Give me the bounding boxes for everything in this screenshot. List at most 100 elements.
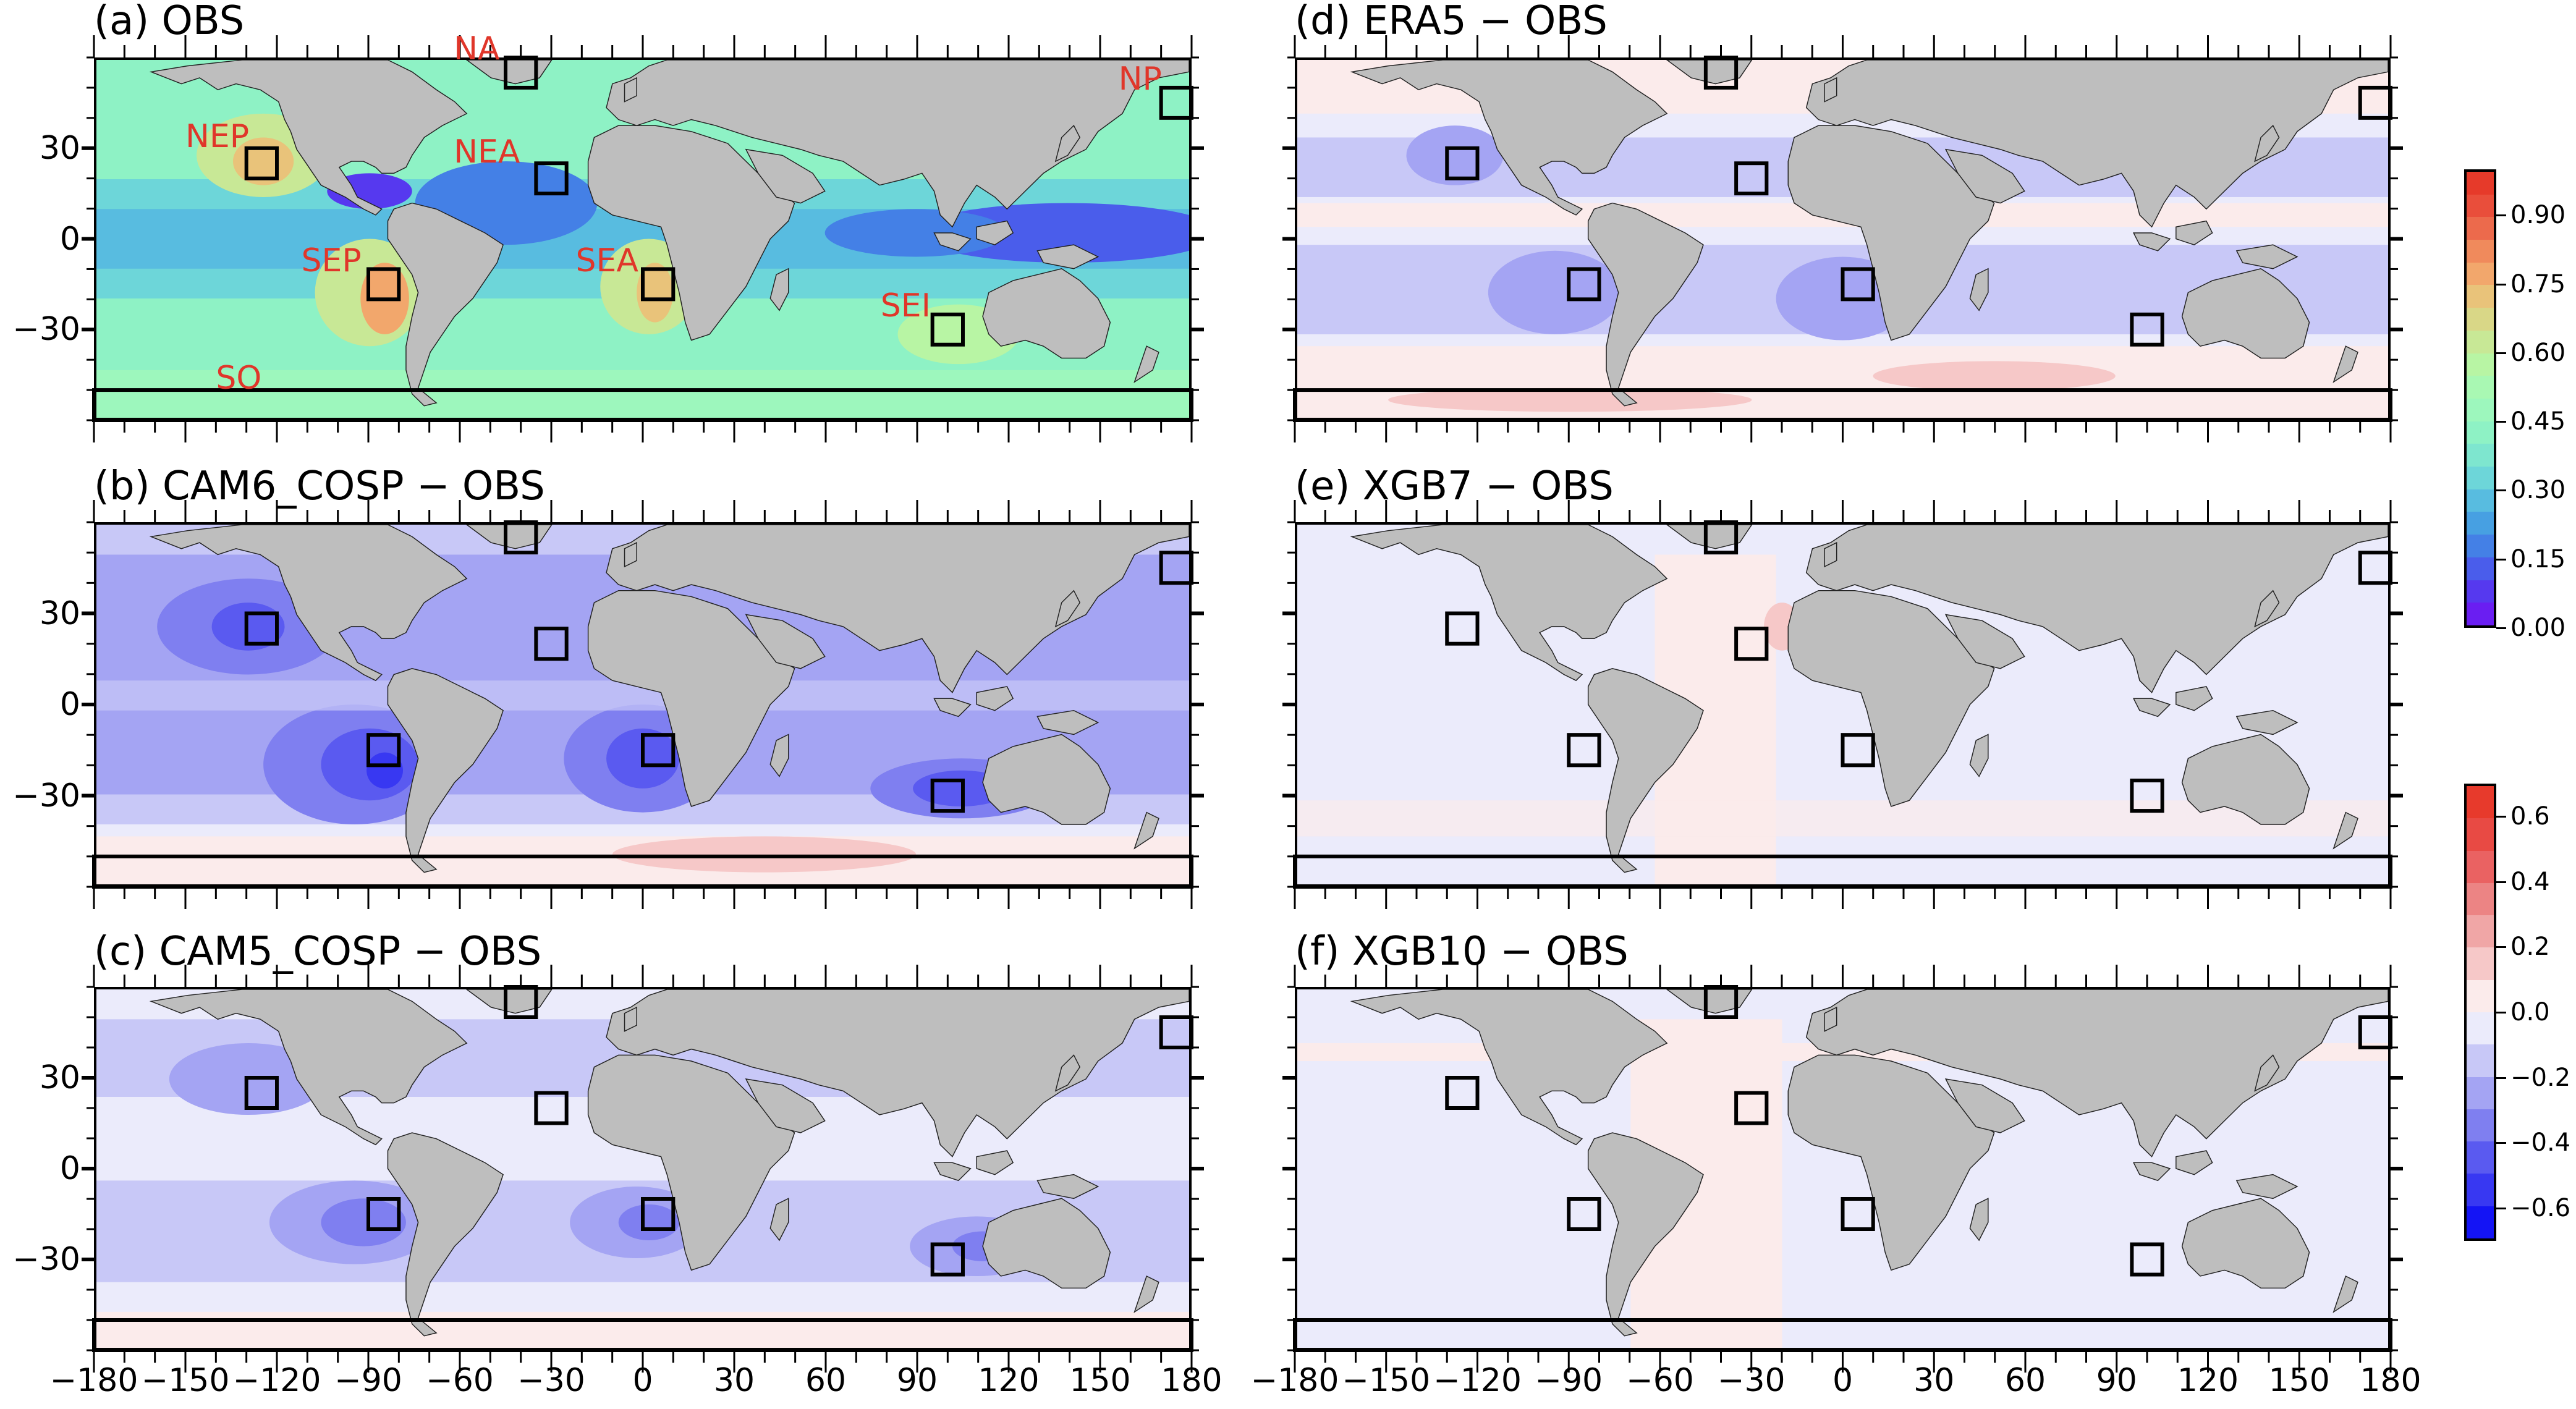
colorbar-tick-label: 0.2 — [2510, 933, 2550, 962]
panel-e-map — [1295, 522, 2391, 887]
colorbar-tick — [2496, 1012, 2506, 1013]
panel-f-title: (f) XGB10 − OBS — [1295, 929, 1629, 975]
colorbar-swatch — [2467, 376, 2494, 399]
x-tick-label: −30 — [517, 1362, 585, 1399]
y-tick-label: 0 — [59, 1150, 80, 1187]
colorbar-tick — [2496, 352, 2506, 354]
colorbar-swatch — [2467, 240, 2494, 263]
x-tick-label: 150 — [1069, 1362, 1131, 1399]
colorbar-swatch — [2467, 262, 2494, 286]
x-tick-label: 60 — [2004, 1362, 2046, 1399]
y-tick-label: 30 — [39, 129, 80, 167]
panel-a-title: (a) OBS — [94, 0, 245, 44]
region-label-so: SO — [216, 360, 262, 397]
colorbar-swatch — [2467, 603, 2494, 625]
x-tick-label: −60 — [426, 1362, 494, 1399]
x-tick-label: 180 — [1161, 1362, 1222, 1399]
cam5-diff-field — [96, 989, 1189, 1348]
x-tick-label: 0 — [632, 1362, 653, 1399]
colorbar-tick — [2496, 214, 2506, 217]
colorbar-swatch — [2467, 489, 2494, 512]
panel-c-title: (c) CAM5_COSP − OBS — [94, 929, 542, 975]
x-tick-label: 90 — [896, 1362, 938, 1399]
y-tick-label: 0 — [59, 686, 80, 723]
xgb10-diff-field — [1297, 989, 2388, 1348]
x-tick-label: −150 — [141, 1362, 230, 1399]
colorbar-swatch — [2467, 786, 2494, 819]
xgb7-diff-field — [1297, 525, 2388, 884]
panel-e-title: (e) XGB7 − OBS — [1295, 463, 1614, 509]
region-label-sea: SEA — [575, 242, 638, 279]
colorbar-swatch — [2467, 194, 2494, 218]
x-tick-label: 30 — [1913, 1362, 1955, 1399]
x-tick-label: 120 — [978, 1362, 1040, 1399]
x-tick-label: −90 — [1535, 1362, 1603, 1399]
colorbar-tick-label: 0.60 — [2510, 338, 2566, 367]
colorbar-swatch — [2467, 535, 2494, 557]
colorbar-tick-label: 0.4 — [2510, 867, 2550, 896]
colorbar-swatch — [2467, 171, 2494, 195]
colorbar-tick — [2496, 1142, 2506, 1145]
colorbar-tick-label: 0.30 — [2510, 476, 2566, 505]
region-label-np: NP — [1118, 61, 1162, 98]
x-tick-label: −120 — [232, 1362, 321, 1399]
x-tick-label: −30 — [1717, 1362, 1786, 1399]
colorbar-tick-label: 0.00 — [2510, 614, 2566, 642]
x-tick-label: 150 — [2268, 1362, 2330, 1399]
colorbar-tick — [2496, 1077, 2506, 1079]
colorbar-swatch — [2467, 882, 2494, 916]
region-label-nea: NEA — [454, 133, 520, 171]
colorbar-swatch — [2467, 308, 2494, 331]
colorbar-tick — [2496, 558, 2506, 561]
colorbar-tick-label: −0.6 — [2510, 1194, 2571, 1223]
colorbar-swatch — [2467, 1109, 2494, 1142]
colorbar-diff — [2464, 784, 2496, 1241]
region-label-na: NA — [454, 30, 500, 68]
colorbar-swatch — [2467, 285, 2494, 308]
colorbar-swatch — [2467, 512, 2494, 535]
colorbar-tick-label: 0.0 — [2510, 998, 2550, 1026]
y-tick-label: −30 — [12, 311, 80, 349]
colorbar-swatch — [2467, 1077, 2494, 1109]
colorbar-tick-label: 0.6 — [2510, 802, 2550, 831]
x-tick-label: −60 — [1626, 1362, 1694, 1399]
region-label-nep: NEP — [185, 118, 250, 156]
colorbar-swatch — [2467, 421, 2494, 444]
colorbar-tick-label: 0.45 — [2510, 407, 2566, 436]
x-tick-label: −150 — [1342, 1362, 1431, 1399]
colorbar-swatch — [2467, 1174, 2494, 1206]
x-tick-label: −180 — [49, 1362, 138, 1399]
x-tick-label: 180 — [2360, 1362, 2421, 1399]
colorbar-tick-label: −0.2 — [2510, 1063, 2571, 1092]
colorbar-swatch — [2467, 330, 2494, 353]
colorbar-swatch — [2467, 467, 2494, 489]
colorbar-obs — [2464, 169, 2496, 628]
panel-d-map — [1295, 57, 2391, 420]
region-label-sep: SEP — [301, 242, 362, 279]
colorbar-swatch — [2467, 353, 2494, 376]
x-tick-label: 90 — [2096, 1362, 2137, 1399]
era5-diff-field — [1297, 60, 2388, 418]
y-tick-label: 30 — [39, 1059, 80, 1096]
colorbar-tick — [2496, 946, 2506, 949]
colorbar-swatch — [2467, 1141, 2494, 1174]
colorbar-swatch — [2467, 980, 2494, 1013]
colorbar-tick-label: 0.75 — [2510, 269, 2566, 298]
colorbar-tick — [2496, 489, 2506, 492]
colorbar-swatch — [2467, 1012, 2494, 1045]
colorbar-swatch — [2467, 1044, 2494, 1077]
x-tick-label: −90 — [334, 1362, 402, 1399]
region-label-sei: SEI — [880, 287, 931, 324]
colorbar-tick — [2496, 627, 2506, 629]
colorbar-swatch — [2467, 850, 2494, 883]
colorbar-swatch — [2467, 444, 2494, 467]
colorbar-swatch — [2467, 947, 2494, 980]
panel-b-map — [94, 522, 1192, 887]
y-tick-label: −30 — [12, 1241, 80, 1278]
x-tick-label: 120 — [2177, 1362, 2239, 1399]
y-tick-label: −30 — [12, 777, 80, 815]
colorbar-tick — [2496, 283, 2506, 286]
y-tick-label: 30 — [39, 594, 80, 632]
colorbar-swatch — [2467, 217, 2494, 240]
colorbar-tick — [2496, 881, 2506, 883]
